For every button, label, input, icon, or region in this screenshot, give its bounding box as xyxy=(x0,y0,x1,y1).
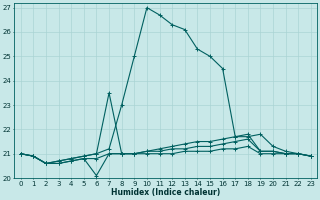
X-axis label: Humidex (Indice chaleur): Humidex (Indice chaleur) xyxy=(111,188,220,197)
